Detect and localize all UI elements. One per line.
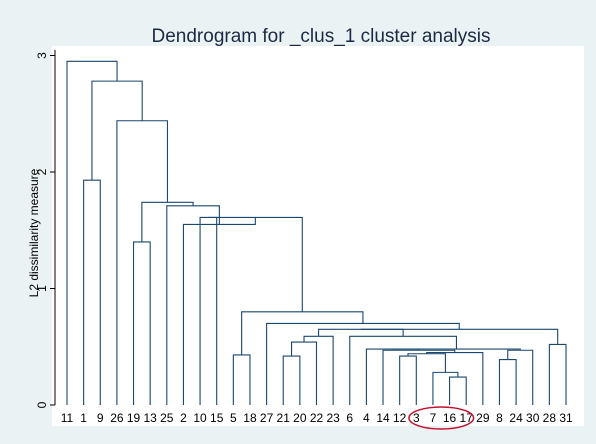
link-m22 bbox=[208, 216, 303, 312]
y-tick-label-2: 2 bbox=[35, 168, 49, 175]
leaf-label-21: 21 bbox=[277, 411, 291, 425]
leaf-label-8: 8 bbox=[496, 411, 503, 425]
link-m17 bbox=[360, 328, 559, 345]
highlight-ellipse bbox=[408, 406, 475, 430]
link-m30 bbox=[66, 60, 118, 405]
leaf-label-2: 2 bbox=[180, 411, 187, 425]
leaf-label-22: 22 bbox=[310, 411, 324, 425]
leaf-label-17: 17 bbox=[460, 411, 474, 425]
chart-title: Dendrogram for _clus_1 cluster analysis bbox=[152, 26, 491, 47]
y-tick-label-3: 3 bbox=[35, 52, 49, 59]
leaf-label-3: 3 bbox=[413, 411, 420, 425]
y-axis-label: L2 dissimilarity measure bbox=[27, 168, 41, 297]
leaf-label-31: 31 bbox=[559, 411, 573, 425]
leaf-label-5: 5 bbox=[230, 411, 237, 425]
leaf-label-14: 14 bbox=[376, 411, 390, 425]
y-tick-label-1: 1 bbox=[35, 285, 49, 292]
leaf-label-23: 23 bbox=[326, 411, 340, 425]
leaf-label-11: 11 bbox=[61, 411, 74, 425]
leaf-label-24: 24 bbox=[509, 411, 523, 425]
annotations bbox=[408, 406, 475, 430]
link-m16 bbox=[318, 328, 404, 337]
leaf-label-16: 16 bbox=[443, 411, 457, 425]
dendrogram-links bbox=[66, 60, 567, 405]
leaf-label-12: 12 bbox=[393, 411, 407, 425]
leaf-label-13: 13 bbox=[143, 411, 157, 425]
y-tick-label-0: 0 bbox=[35, 401, 49, 408]
leaf-label-19: 19 bbox=[127, 411, 141, 425]
leaf-label-10: 10 bbox=[193, 411, 207, 425]
leaf-label-4: 4 bbox=[363, 411, 370, 425]
leaf-label-1: 1 bbox=[80, 411, 87, 425]
leaf-label-6: 6 bbox=[346, 411, 353, 425]
y-axis: 0 1 2 3 bbox=[35, 49, 56, 408]
leaf-label-28: 28 bbox=[543, 411, 557, 425]
leaf-label-20: 20 bbox=[293, 411, 307, 425]
leaf-label-9: 9 bbox=[97, 411, 104, 425]
leaf-label-29: 29 bbox=[476, 411, 490, 425]
leaf-labels: 11 1 9 26 19 13 25 2 10 15 5 18 27 21 20 22 23 6 4 14 12 3 7 16… bbox=[61, 411, 573, 425]
leaf-label-18: 18 bbox=[243, 411, 257, 425]
leaf-label-7: 7 bbox=[430, 411, 437, 425]
leaf-label-30: 30 bbox=[526, 411, 540, 425]
leaf-label-26: 26 bbox=[110, 411, 124, 425]
leaf-label-15: 15 bbox=[210, 411, 224, 425]
plot-region bbox=[52, 46, 584, 426]
link-m10 bbox=[392, 348, 521, 351]
leaf-label-27: 27 bbox=[260, 411, 274, 425]
leaf-label-25: 25 bbox=[160, 411, 174, 425]
